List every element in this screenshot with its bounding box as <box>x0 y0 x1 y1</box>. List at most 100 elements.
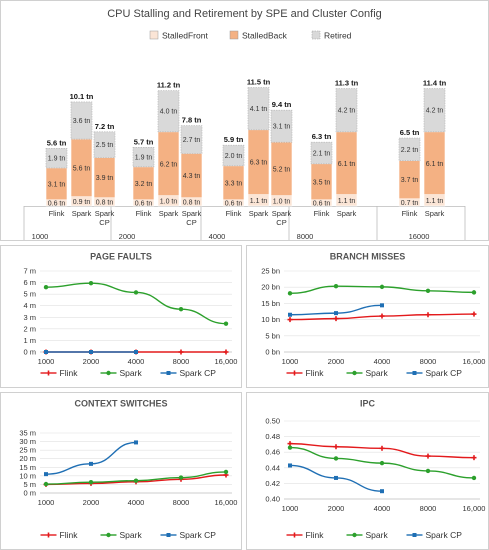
legend-item-spark-cp: Spark CP <box>406 530 463 540</box>
legend-label-stalledback: StalledBack <box>242 31 288 41</box>
x-tick-label: 16,000 <box>215 357 238 366</box>
bar-spark-8000: 1.1 tn 6.1 tn 4.2 tn 11.3 tn Spark <box>335 79 359 218</box>
bar-segment-retired <box>398 137 421 161</box>
bar-value-label: 1.0 tn <box>273 198 291 205</box>
bar-value-label: 1.9 tn <box>135 155 153 162</box>
bar-segment-retired <box>335 88 358 133</box>
legend-label-stalledfront: StalledFront <box>162 31 208 41</box>
line-chart-context-switches: CONTEXT SWITCHES 0 m5 m10 m15 m20 m25 m30… <box>0 392 242 550</box>
bar-segment-retired <box>93 131 116 158</box>
legend-marker <box>166 533 171 537</box>
data-point <box>133 478 139 483</box>
group-label-16000: 16000 <box>409 232 430 241</box>
bar-value-label: 6.1 tn <box>426 161 444 168</box>
bar-value-label: 0.6 tn <box>48 200 66 207</box>
y-tick-label: 3 m <box>23 313 36 322</box>
bar-value-label: 3.5 tn <box>313 179 331 186</box>
chart-title: PAGE FAULTS <box>90 252 152 262</box>
y-tick-label: 35 m <box>19 429 36 438</box>
x-tick-label: 1000 <box>38 357 55 366</box>
legend-label-spark: Spark <box>366 530 389 540</box>
bar-spark-4000: 1.1 tn 6.3 tn 4.1 tn 11.5 tn Spark <box>247 78 271 218</box>
data-point <box>134 350 138 354</box>
data-point <box>334 311 338 316</box>
bar-segment-retired <box>132 146 155 168</box>
y-tick-label: 0.42 <box>265 479 280 488</box>
legend-swatch-stalledfront <box>149 30 159 40</box>
bar-value-label: 5.2 tn <box>273 166 291 173</box>
y-tick-label: 6 m <box>23 278 36 287</box>
data-point <box>178 306 184 312</box>
legend-marker <box>106 370 111 376</box>
line-chart-branch-misses: BRANCH MISSES 0 bn 5 bn 10 bn 15 bn 20 bn 25 b… <box>246 245 489 388</box>
bar-category-label: Spark <box>72 209 92 218</box>
legend-item-flink: Flink <box>40 368 78 378</box>
chart-title: CONTEXT SWITCHES <box>74 399 167 409</box>
x-tick-label: 1000 <box>282 357 299 366</box>
legend-item-spark-cp: Spark CP <box>160 368 217 378</box>
x-tick-label: 1000 <box>282 504 299 513</box>
x-tick-label: 1000 <box>38 498 55 507</box>
bar-total-label: 7.2 tn <box>95 122 115 131</box>
bar-flink-8000: 0.6 tn 3.5 tn 2.1 tn 6.3 tn Flink <box>310 132 333 218</box>
group-label-1000: 1000 <box>32 232 49 241</box>
legend-item-retired: Retired <box>311 30 352 41</box>
data-point <box>333 456 339 461</box>
bar-value-label: 5.6 tn <box>73 165 91 172</box>
stacked-bar-chart: CPU Stalling and Retirement by SPE and C… <box>0 0 489 241</box>
bar-value-label: 3.2 tn <box>135 181 153 188</box>
bar-flink-2000: 0.6 tn 3.2 tn 1.9 tn 5.7 tn Flink <box>132 137 155 218</box>
series-spark <box>43 469 229 487</box>
legend-marker <box>412 533 417 537</box>
bar-value-label: 0.8 tn <box>183 199 201 206</box>
x-tick-label: 2000 <box>328 504 345 513</box>
bar-total-label: 11.3 tn <box>335 79 359 88</box>
bar-total-label: 11.5 tn <box>247 78 271 87</box>
data-point <box>471 475 477 481</box>
legend-label-spark: Spark <box>366 368 389 378</box>
data-point <box>287 445 293 450</box>
bar-value-label: 0.6 tn <box>135 200 153 207</box>
data-point <box>471 290 477 295</box>
y-tick-label: 0.44 <box>265 463 280 472</box>
bar-value-label: 3.3 tn <box>225 180 243 187</box>
bar-value-label: 4.0 tn <box>160 109 178 116</box>
y-tick-label: 0 bn <box>265 348 280 357</box>
legend-label-flink: Flink <box>306 530 325 540</box>
legend-marker <box>106 532 111 538</box>
bar-value-label: 0.8 tn <box>96 199 114 206</box>
legend-label-spark-cp: Spark CP <box>426 368 463 378</box>
y-tick-label: 20 m <box>19 454 36 463</box>
x-tick-label: 16,000 <box>463 357 486 366</box>
x-tick-label: 2000 <box>328 357 345 366</box>
y-tick-label: 4 m <box>23 301 36 310</box>
bar-segment-retired <box>310 141 333 165</box>
chart-title: IPC <box>360 399 376 409</box>
series-flink <box>287 441 477 461</box>
bar-value-label: 2.5 tn <box>96 142 114 149</box>
legend-label-spark-cp: Spark CP <box>426 530 463 540</box>
legend-swatch-retired <box>311 30 321 40</box>
x-tick-label: 8000 <box>420 357 437 366</box>
bar-value-label: 4.2 tn <box>338 108 356 115</box>
legend-item-flink: Flink <box>286 368 324 378</box>
y-tick-label: 20 bn <box>261 283 280 292</box>
bar-total-label: 9.4 tn <box>272 100 292 109</box>
bar-flink-4000: 0.6 tn 3.3 tn 2.0 tn 5.9 tn Flink <box>222 135 245 218</box>
bar-value-label: 6.2 tn <box>160 161 178 168</box>
line-chart-ipc: IPC 0.40 0.42 0.44 0.46 0.48 0.50 1000 2000 4000 8… <box>246 392 489 550</box>
bar-category-label: CP <box>186 218 196 227</box>
bar-flink-1000: 0.6 tn 3.1 tn 1.9 tn 5.6 tn Flink <box>45 138 68 218</box>
data-point <box>288 312 292 317</box>
line-chart-page-faults: PAGE FAULTS 0 m 1 m 2 m 3 m 4 m 5 m 6 m 7 m 1000 2… <box>0 245 242 388</box>
legend-label-spark-cp: Spark CP <box>180 368 217 378</box>
data-point <box>223 469 229 475</box>
bar-spark-2000: 1.0 tn 6.2 tn 4.0 tn 11.2 tn Spark <box>157 81 181 218</box>
bar-segment-retired <box>70 101 93 140</box>
series-spark <box>43 280 229 326</box>
bar-category-label: Flink <box>49 209 65 218</box>
